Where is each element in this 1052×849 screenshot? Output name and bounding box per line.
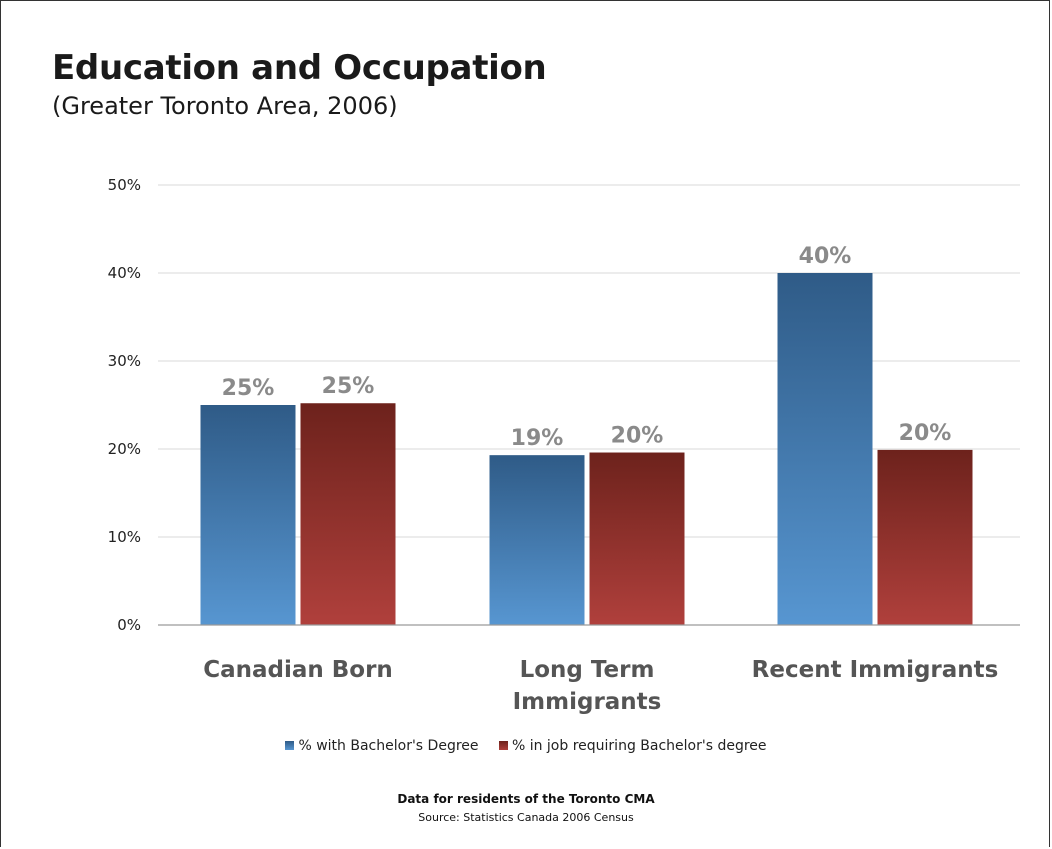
bar xyxy=(877,449,973,625)
legend-item-bachelors-degree: % with Bachelor's Degree xyxy=(285,738,479,754)
y-tick-label: 10% xyxy=(108,528,141,546)
legend-label: % in job requiring Bachelor's degree xyxy=(511,738,767,754)
data-label: 25% xyxy=(322,374,375,399)
category-label: Recent Immigrants xyxy=(752,657,999,683)
category-label: Long Term Immigrants xyxy=(513,657,662,715)
chart-subtitle: (Greater Toronto Area, 2006) xyxy=(52,92,398,120)
y-tick-label: 40% xyxy=(108,264,141,282)
y-tick-label: 0% xyxy=(117,616,141,634)
category-label-line: Long Term xyxy=(520,657,655,683)
bar xyxy=(300,403,396,625)
y-tick-label: 20% xyxy=(108,440,141,458)
bar xyxy=(200,405,296,625)
legend-swatch-red xyxy=(498,741,508,750)
bar-chart: 0% 10% 20% 30% 40% 50% 25% 19% 40% 25% 20% 20% Canad… xyxy=(108,176,1020,715)
y-tick-label: 50% xyxy=(108,176,141,194)
bar xyxy=(489,455,585,625)
data-label: 40% xyxy=(799,244,852,269)
legend-item-job-requiring-degree: % in job requiring Bachelor's degree xyxy=(498,738,767,754)
bar xyxy=(589,452,685,625)
data-note: Data for residents of the Toronto CMA xyxy=(397,792,655,806)
chart-title: Education and Occupation xyxy=(52,48,547,88)
legend-label: % with Bachelor's Degree xyxy=(298,738,479,754)
data-label: 20% xyxy=(899,421,952,446)
data-label: 19% xyxy=(511,426,564,451)
data-label: 20% xyxy=(611,424,664,449)
data-label: 25% xyxy=(222,376,275,401)
chart-legend: % with Bachelor's Degree % in job requir… xyxy=(0,738,1052,754)
category-label-line: Immigrants xyxy=(513,689,662,715)
bar xyxy=(777,273,873,625)
category-label: Canadian Born xyxy=(203,657,393,683)
source-note: Source: Statistics Canada 2006 Census xyxy=(418,811,634,824)
category-label-line: Recent Immigrants xyxy=(752,657,999,683)
legend-swatch-blue xyxy=(285,741,295,750)
y-tick-label: 30% xyxy=(108,352,141,370)
category-label-line: Canadian Born xyxy=(203,657,393,683)
